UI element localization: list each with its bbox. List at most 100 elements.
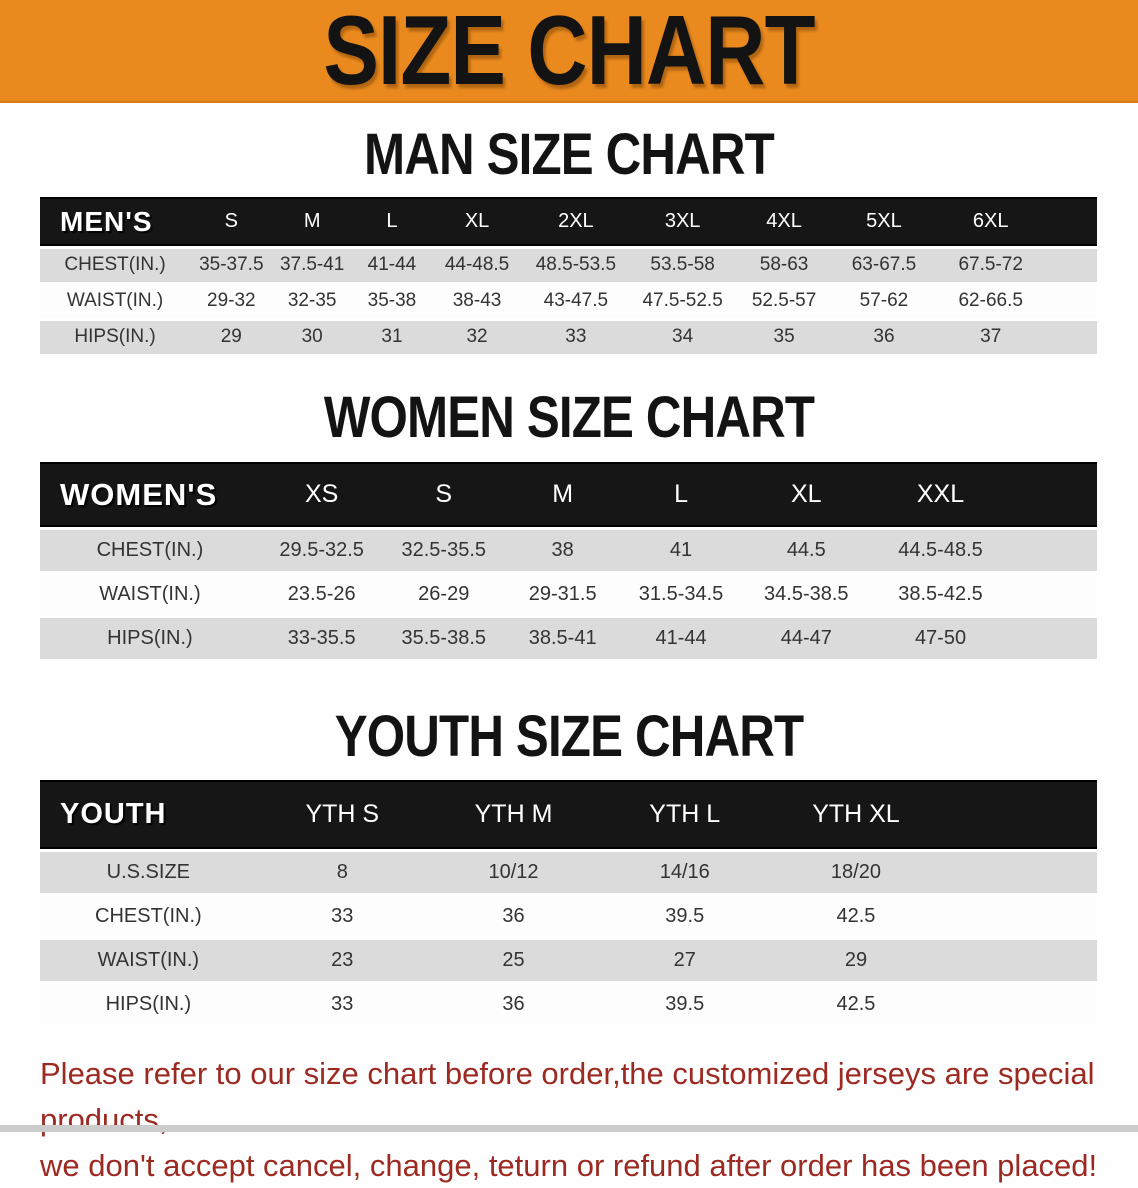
disclaimer-text: Please refer to our size chart before or… — [40, 1051, 1118, 1188]
cell: 57-62 — [832, 281, 936, 318]
women-header-row: WOMEN'S XS S M L XL XXL — [40, 461, 1097, 527]
row-label: HIPS(IN.) — [40, 317, 191, 354]
cell: 67.5-72 — [935, 245, 1047, 282]
cell: 36 — [832, 317, 936, 354]
youth-waist-row: WAIST(IN.) 23 25 27 29 — [40, 937, 1097, 982]
men-size-table: MEN'S S M L XL 2XL 3XL 4XL 5XL 6XL CHEST… — [40, 196, 1097, 354]
women-size-table: WOMEN'S XS S M L XL XXL CHEST(IN.) 29.5-… — [40, 461, 1097, 659]
spacer-cell — [941, 981, 1097, 1026]
cell: 38 — [504, 526, 622, 571]
cell: 36 — [427, 893, 600, 938]
youth-section: YOUTH SIZE CHART YOUTH YTH S YTH M YTH L… — [0, 703, 1138, 1026]
spacer-cell — [1009, 526, 1097, 571]
cell: 53.5-58 — [629, 245, 736, 282]
cell: 34.5-38.5 — [740, 570, 872, 615]
men-waist-row: WAIST(IN.) 29-32 32-35 35-38 38-43 43-47… — [40, 281, 1097, 318]
men-section: MAN SIZE CHART MEN'S S M L XL 2XL 3XL 4X… — [0, 123, 1138, 354]
cell: 32-35 — [272, 281, 352, 318]
cell: 26-29 — [383, 570, 504, 615]
cell: 35-38 — [351, 281, 433, 318]
spacer-cell — [941, 893, 1097, 938]
women-col-s: S — [383, 461, 504, 527]
cell: 33 — [256, 893, 428, 938]
cell: 23 — [256, 937, 428, 982]
row-label: WAIST(IN.) — [40, 937, 257, 982]
cell: 31.5-34.5 — [621, 570, 741, 615]
row-label: U.S.SIZE — [40, 849, 257, 894]
spacer-cell — [1046, 281, 1097, 318]
cell: 14/16 — [599, 849, 771, 894]
cell: 47.5-52.5 — [629, 281, 736, 318]
youth-col-xl: YTH XL — [770, 780, 942, 850]
cell: 41 — [621, 526, 741, 571]
cell: 62-66.5 — [935, 281, 1047, 318]
cell: 32 — [432, 317, 522, 354]
men-header-row: MEN'S S M L XL 2XL 3XL 4XL 5XL 6XL — [40, 196, 1097, 246]
cell: 23.5-26 — [259, 570, 384, 615]
cell: 44.5 — [740, 526, 872, 571]
cell: 42.5 — [770, 893, 942, 938]
men-col-s: S — [190, 196, 273, 246]
cell: 44-47 — [740, 614, 872, 659]
cell: 48.5-53.5 — [521, 245, 630, 282]
men-col-xl: XL — [432, 196, 522, 246]
cell: 47-50 — [871, 614, 1010, 659]
women-table-title: WOMEN'S — [40, 461, 260, 527]
cell: 52.5-57 — [735, 281, 833, 318]
banner-title: SIZE CHART — [323, 0, 815, 103]
men-col-4xl: 4XL — [735, 196, 833, 246]
youth-table-title: YOUTH — [40, 780, 257, 850]
cell: 33-35.5 — [259, 614, 384, 659]
cell: 58-63 — [735, 245, 833, 282]
cell: 44.5-48.5 — [871, 526, 1010, 571]
women-col-xl: XL — [740, 461, 872, 527]
cell: 38.5-41 — [504, 614, 622, 659]
cell: 35.5-38.5 — [383, 614, 504, 659]
disclaimer-line-1: Please refer to our size chart before or… — [40, 1056, 1095, 1137]
row-label: CHEST(IN.) — [40, 526, 260, 571]
spacer-cell — [1046, 245, 1097, 282]
youth-heading: YOUTH SIZE CHART — [334, 703, 804, 769]
cell: 30 — [272, 317, 352, 354]
cell: 34 — [629, 317, 736, 354]
men-hips-row: HIPS(IN.) 29 30 31 32 33 34 35 36 37 — [40, 317, 1097, 354]
women-hips-row: HIPS(IN.) 33-35.5 35.5-38.5 38.5-41 41-4… — [40, 614, 1097, 659]
banner: SIZE CHART — [0, 0, 1138, 103]
bottom-strip — [0, 1125, 1138, 1132]
youth-header-row: YOUTH YTH S YTH M YTH L YTH XL — [40, 780, 1097, 850]
spacer-cell — [1009, 614, 1097, 659]
cell: 37 — [935, 317, 1047, 354]
women-col-m: M — [504, 461, 622, 527]
cell: 41-44 — [351, 245, 433, 282]
youth-col-m: YTH M — [427, 780, 600, 850]
cell: 43-47.5 — [521, 281, 630, 318]
spacer-header-cell — [1046, 196, 1097, 246]
spacer-header-cell — [1009, 461, 1097, 527]
cell: 29-32 — [190, 281, 273, 318]
cell: 27 — [599, 937, 771, 982]
row-label: WAIST(IN.) — [40, 570, 260, 615]
youth-hips-row: HIPS(IN.) 33 36 39.5 42.5 — [40, 981, 1097, 1026]
cell: 32.5-35.5 — [383, 526, 504, 571]
cell: 63-67.5 — [832, 245, 936, 282]
cell: 33 — [256, 981, 428, 1026]
cell: 44-48.5 — [432, 245, 522, 282]
cell: 29.5-32.5 — [259, 526, 384, 571]
women-col-xxl: XXL — [871, 461, 1010, 527]
cell: 38-43 — [432, 281, 522, 318]
row-label: CHEST(IN.) — [40, 893, 257, 938]
cell: 29 — [190, 317, 273, 354]
spacer-cell — [1009, 570, 1097, 615]
youth-chest-row: CHEST(IN.) 33 36 39.5 42.5 — [40, 893, 1097, 938]
men-col-m: M — [272, 196, 352, 246]
cell: 35-37.5 — [190, 245, 273, 282]
youth-ussize-row: U.S.SIZE 8 10/12 14/16 18/20 — [40, 849, 1097, 894]
women-heading: WOMEN SIZE CHART — [323, 384, 815, 450]
row-label: HIPS(IN.) — [40, 981, 257, 1026]
cell: 39.5 — [599, 893, 771, 938]
spacer-cell — [941, 849, 1097, 894]
spacer-cell — [1046, 317, 1097, 354]
cell: 37.5-41 — [272, 245, 352, 282]
row-label: HIPS(IN.) — [40, 614, 260, 659]
men-chest-row: CHEST(IN.) 35-37.5 37.5-41 41-44 44-48.5… — [40, 245, 1097, 282]
